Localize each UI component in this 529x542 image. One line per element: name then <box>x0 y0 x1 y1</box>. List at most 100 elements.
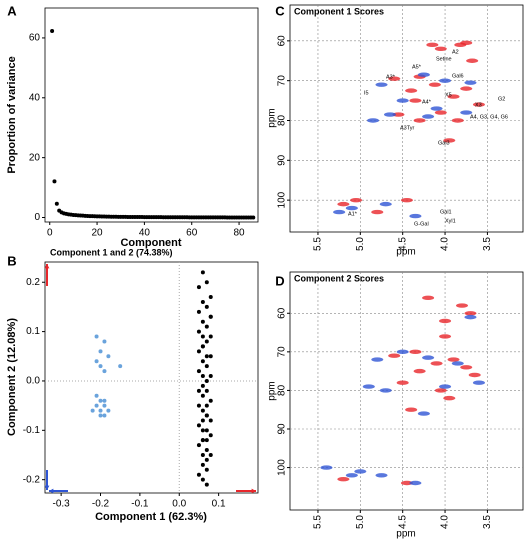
point <box>204 413 209 418</box>
point <box>200 462 205 467</box>
point <box>98 349 103 354</box>
point <box>98 413 103 418</box>
point <box>200 299 205 304</box>
point <box>204 304 209 309</box>
y-tick-label: 70 <box>277 75 288 87</box>
peak <box>430 361 443 366</box>
point <box>208 374 213 379</box>
peak <box>460 365 473 370</box>
arrow-head <box>49 488 54 494</box>
point <box>196 403 201 408</box>
peak <box>439 334 452 339</box>
peak <box>472 102 485 107</box>
peak <box>426 42 439 48</box>
annotation: A4* <box>422 99 432 105</box>
point <box>204 428 209 433</box>
peak <box>320 465 333 470</box>
point <box>52 179 57 184</box>
peak <box>439 384 452 389</box>
arrow-head <box>44 264 50 269</box>
annotation: X3 <box>475 102 482 108</box>
peak <box>460 86 473 91</box>
x-tick-label: 0 <box>47 228 53 239</box>
x-tick-label: 5.0 <box>355 237 366 251</box>
x-tick-label: 4.0 <box>440 237 451 251</box>
peak <box>405 88 418 93</box>
peak <box>337 476 350 482</box>
point <box>196 349 201 354</box>
plot-frame <box>44 7 259 223</box>
x-tick-label: -0.3 <box>53 499 71 510</box>
x-tick-label: -0.2 <box>92 499 110 510</box>
point <box>204 388 209 393</box>
y-tick-label: 100 <box>277 459 288 476</box>
point <box>196 443 201 448</box>
peak <box>422 355 435 360</box>
point <box>118 364 123 369</box>
x-tick-label: 3.5 <box>482 237 493 251</box>
point <box>200 374 205 379</box>
point <box>208 295 213 300</box>
chart-title: Component 2 Scores <box>294 273 384 283</box>
peak <box>443 138 456 143</box>
annotation: A1* <box>348 211 358 217</box>
point <box>204 467 209 472</box>
y-tick-label: 90 <box>277 154 288 166</box>
peak <box>439 78 452 83</box>
x-tick-label: 60 <box>186 228 198 239</box>
peak <box>468 372 481 378</box>
annotation: G2 <box>498 96 505 102</box>
peak <box>434 388 447 393</box>
peak <box>392 112 405 117</box>
peak <box>447 94 460 99</box>
y-tick-label: 40 <box>29 92 41 103</box>
peak <box>371 357 384 362</box>
y-tick-label: -0.2 <box>23 474 41 485</box>
point <box>204 438 209 443</box>
y-tick-label: 70 <box>277 346 288 358</box>
y-axis-label: ppm <box>267 381 278 400</box>
annotation: A3Tyr <box>400 125 415 131</box>
x-tick-label: 0.1 <box>212 499 226 510</box>
peak <box>417 411 430 416</box>
point <box>102 413 107 418</box>
y-tick-label: 0.2 <box>26 277 40 288</box>
annotation: A3* <box>386 74 396 80</box>
point <box>204 482 209 487</box>
x-tick-label: 0.0 <box>172 499 186 510</box>
point <box>196 472 201 477</box>
annotation: Gal1 <box>440 209 452 215</box>
point <box>208 314 213 319</box>
y-tick-label: 60 <box>29 33 41 44</box>
peak <box>472 380 485 385</box>
y-tick-label: 100 <box>277 191 288 208</box>
annotation: I5 <box>364 90 369 96</box>
annotation: A2 <box>452 49 459 55</box>
peak <box>371 209 384 215</box>
point <box>204 280 209 285</box>
panel-letter: D <box>275 273 284 288</box>
point <box>196 423 201 428</box>
annotation: G-Gal <box>414 221 429 227</box>
y-tick-label: 20 <box>29 152 41 163</box>
peak <box>447 357 460 362</box>
peak <box>396 98 409 103</box>
x-axis-label: Component 1 (62.3%) <box>95 511 207 523</box>
peak <box>409 98 422 103</box>
peak <box>422 295 435 301</box>
peak <box>413 368 426 374</box>
x-tick-label: -0.1 <box>131 499 149 510</box>
peak <box>333 209 346 215</box>
peak <box>413 118 426 123</box>
chart-title: Component 1 and 2 (74.38%) <box>50 247 173 257</box>
peak <box>443 395 456 401</box>
y-tick-label: 80 <box>277 114 288 126</box>
y-tick-label: 60 <box>277 35 288 47</box>
point <box>204 354 209 359</box>
point <box>196 388 201 393</box>
annotation: Gal6 <box>452 73 464 79</box>
point <box>208 452 213 457</box>
x-tick-label: 20 <box>92 228 104 239</box>
y-tick-label: 80 <box>277 384 288 396</box>
